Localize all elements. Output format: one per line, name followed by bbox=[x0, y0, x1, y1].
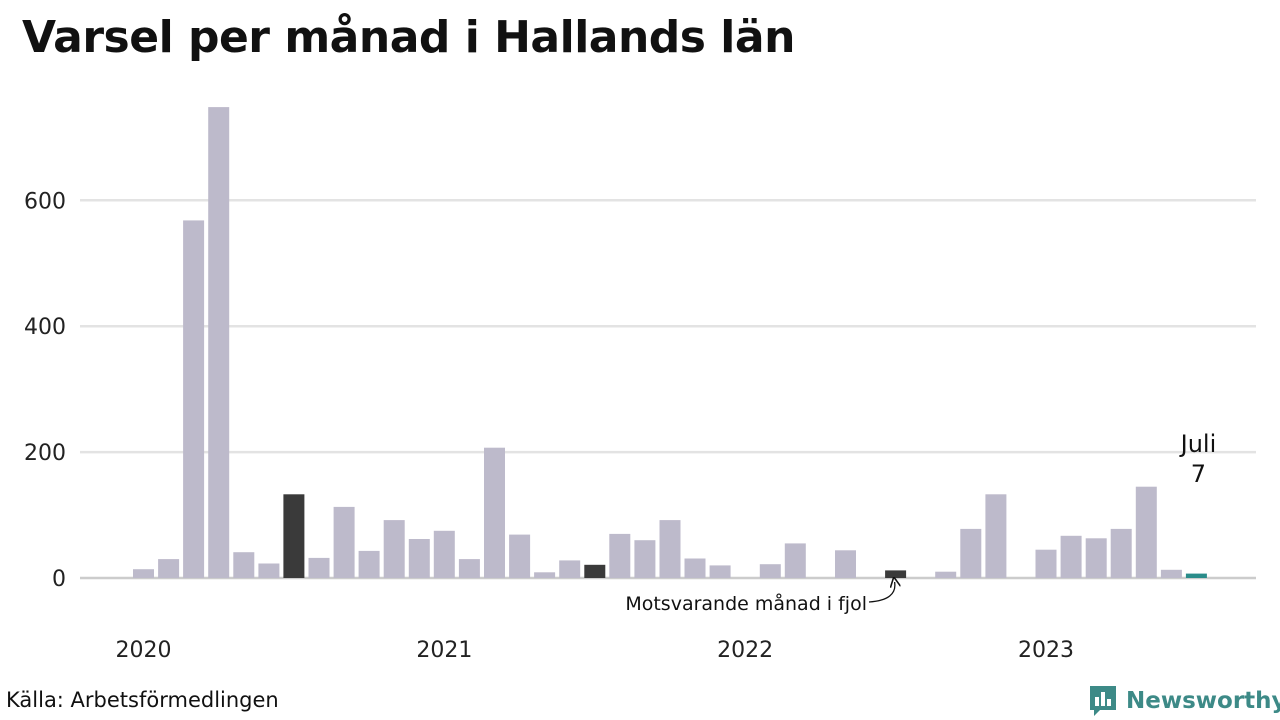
brand-logo[interactable]: Newsworthy bbox=[1088, 684, 1280, 718]
bar: 2023-05: 145 bbox=[1135, 486, 1157, 578]
bar: 2020-03: 568 bbox=[183, 220, 205, 578]
bar: 2021-10: 92 bbox=[659, 520, 681, 578]
bar: 2020-01: 14 bbox=[133, 569, 154, 578]
previous-year-annotation: Motsvarande månad i fjol bbox=[625, 592, 867, 615]
bar: 2021-09: 60 bbox=[634, 540, 656, 578]
bar: 2022-05: 44 bbox=[835, 550, 856, 578]
current-month-label: Juli bbox=[1179, 430, 1217, 458]
bar: 2023-03: 63 bbox=[1085, 538, 1107, 578]
source-text: Källa: Arbetsförmedlingen bbox=[6, 688, 279, 712]
bar-same-month-last-year: 2022-07: 12 bbox=[885, 570, 907, 578]
newsworthy-logo-icon bbox=[1090, 686, 1116, 716]
bar: 2023-04: 78 bbox=[1110, 528, 1132, 578]
y-tick-label: 0 bbox=[52, 567, 66, 592]
bar: 2021-06: 28 bbox=[559, 560, 581, 578]
brand-name: Newsworthy bbox=[1126, 688, 1280, 714]
bar: 2021-03: 207 bbox=[484, 447, 505, 578]
bar: 2021-08: 70 bbox=[609, 533, 631, 578]
bar: 2021-12: 20 bbox=[709, 565, 731, 578]
bar: 2021-05: 9 bbox=[534, 572, 556, 578]
bar: 2023-02: 67 bbox=[1060, 535, 1082, 578]
bar: 2020-10: 43 bbox=[358, 550, 380, 578]
x-tick-label: 2020 bbox=[116, 638, 172, 663]
bar: 2020-05: 41 bbox=[233, 552, 255, 578]
bar: 2021-11: 31 bbox=[684, 558, 706, 578]
y-tick-label: 200 bbox=[24, 441, 66, 466]
bar: 2023-06: 13 bbox=[1160, 569, 1182, 578]
x-tick-label: 2022 bbox=[717, 638, 773, 663]
bar: 2022-02: 22 bbox=[759, 564, 781, 578]
bar: 2022-11: 133 bbox=[985, 494, 1007, 578]
bar-same-month-last-year: 2020-07: 133 bbox=[283, 494, 305, 578]
chart-title: Varsel per månad i Hallands län bbox=[22, 12, 795, 63]
bar: 2021-04: 69 bbox=[509, 534, 531, 578]
bar: 2021-01: 75 bbox=[433, 530, 455, 578]
bar: 2020-09: 113 bbox=[333, 506, 355, 578]
bar: 2020-06: 23 bbox=[258, 563, 280, 578]
bar: 2022-10: 78 bbox=[960, 528, 982, 578]
x-tick-label: 2023 bbox=[1018, 638, 1074, 663]
y-tick-label: 400 bbox=[24, 315, 66, 340]
bar: 2020-04: 748 bbox=[208, 107, 230, 578]
y-tick-label: 600 bbox=[24, 189, 66, 214]
annotation-arrow bbox=[868, 582, 895, 603]
bar-chart: 2020-01: 142020-02: 302020-03: 5682020-0… bbox=[24, 107, 1256, 663]
current-value-label: 7 bbox=[1191, 460, 1206, 488]
bar: 2020-12: 62 bbox=[408, 539, 430, 578]
bar: 2022-03: 55 bbox=[784, 543, 806, 578]
bar-current-month: 2023-07: 7 bbox=[1185, 573, 1207, 578]
bar-same-month-last-year: 2021-07: 21 bbox=[584, 564, 606, 578]
bar: 2020-08: 32 bbox=[308, 557, 330, 578]
bar: 2020-11: 92 bbox=[383, 520, 405, 578]
bar: 2021-02: 30 bbox=[458, 559, 480, 578]
x-tick-label: 2021 bbox=[416, 638, 472, 663]
bar: 2020-02: 30 bbox=[158, 559, 180, 578]
bar: 2022-09: 10 bbox=[935, 571, 957, 578]
bar: 2023-01: 45 bbox=[1035, 549, 1057, 578]
